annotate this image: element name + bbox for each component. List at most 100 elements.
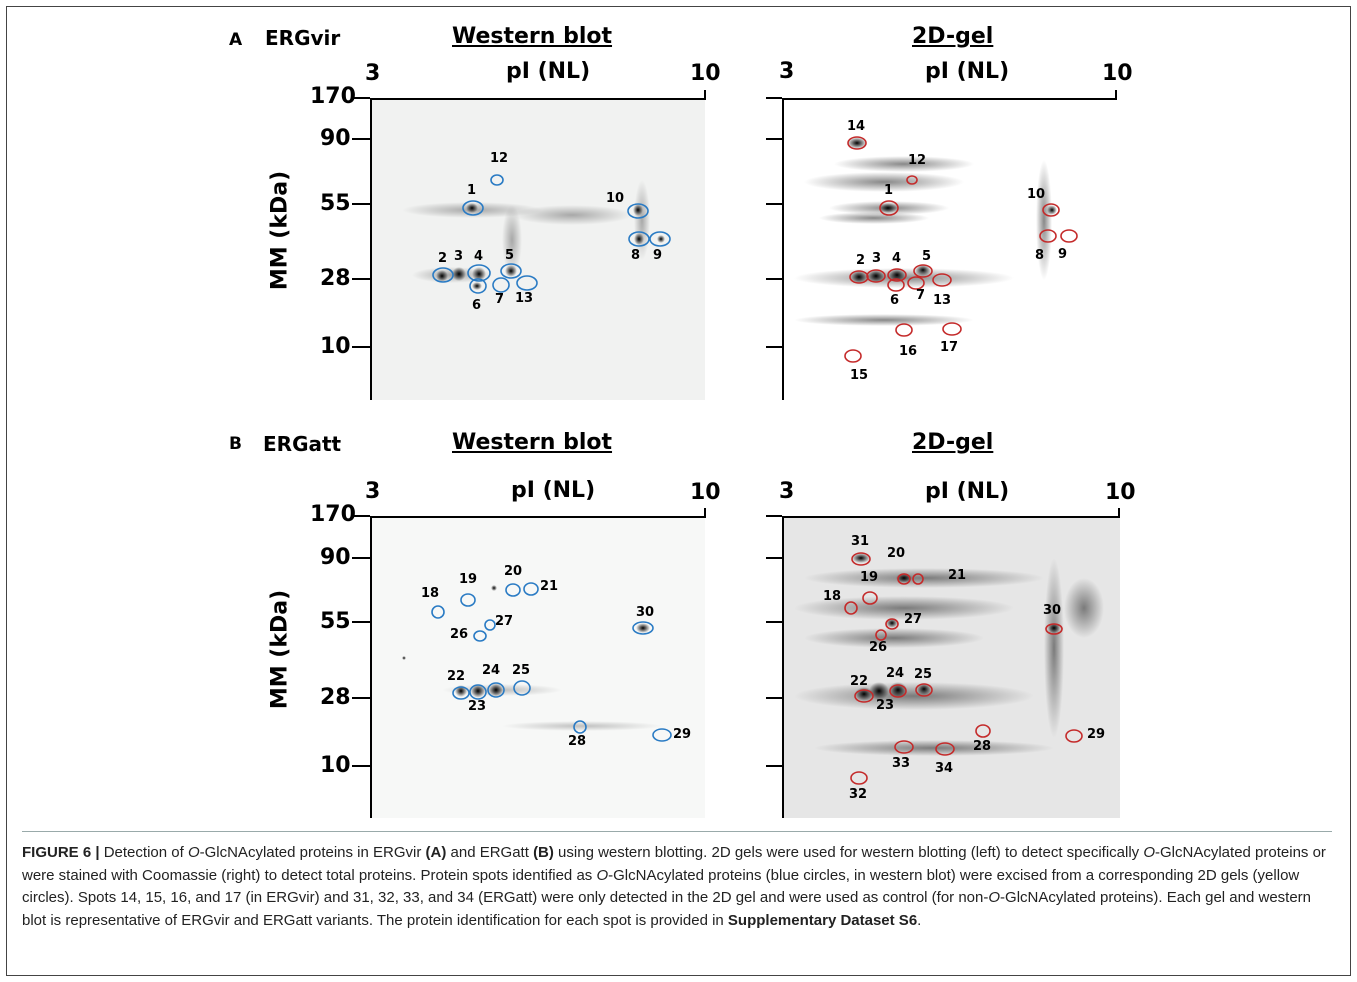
panel-a-gel-spot-13: 13 <box>933 293 952 308</box>
panel-b-gel-spot-20: 20 <box>887 546 906 561</box>
panel-b-letter: B <box>229 434 242 454</box>
panel-b-gel-ph-label: pI (NL) <box>925 479 1010 504</box>
panel-b-wb-ph-label: pI (NL) <box>511 478 596 503</box>
panel-b-wb-tick-28 <box>352 697 370 699</box>
panel-b-wb-spot-21: 21 <box>540 579 559 594</box>
panel-b-wb-spot-27: 27 <box>495 614 514 629</box>
panel-a-wb-tick-10 <box>352 346 370 348</box>
panel-a-gel-spot-10: 10 <box>1027 187 1046 202</box>
panel-a-wb-spot-9: 9 <box>653 248 663 263</box>
panel-b-gel-tick-90 <box>766 557 782 559</box>
panel-b-mm-170: 170 <box>310 502 356 527</box>
panel-a-western-blot <box>370 98 705 400</box>
figure-caption: FIGURE 6 | Detection of O-GlcNAcylated p… <box>22 831 1332 932</box>
panel-b-gel-spot-18: 18 <box>823 589 842 604</box>
caption-supplementary-link[interactable]: Supplementary Dataset S6 <box>727 911 918 929</box>
panel-a-wb-spot-4: 4 <box>474 249 484 264</box>
caption-italic-o: O <box>596 866 609 884</box>
panel-b-gel-spot-28: 28 <box>973 739 992 754</box>
panel-a-wb-ph-max: 10 <box>690 61 721 86</box>
panel-a-gel-ph-max: 10 <box>1102 61 1133 86</box>
panel-b-wb-ph-min: 3 <box>365 479 381 504</box>
panel-a-wb-image <box>402 174 671 294</box>
panel-a-wb-tick-28 <box>352 278 370 280</box>
panel-a-wb-tick-ph10 <box>704 90 706 100</box>
panel-b-gel-spot-30: 30 <box>1043 603 1062 618</box>
caption-text: . <box>917 911 922 929</box>
panel-b-mm-55: 55 <box>320 609 351 634</box>
panel-b-gel-spot-29: 29 <box>1087 727 1106 742</box>
panel-a-gel-ph-min: 3 <box>779 59 795 84</box>
caption-italic-o: O <box>1143 844 1156 861</box>
panel-b-wb-tick-ph10 <box>704 508 706 518</box>
panel-a-2d-gel <box>782 98 1117 400</box>
panel-b-gel-spot-21: 21 <box>948 568 967 583</box>
panel-b-wb-spot-28: 28 <box>568 734 587 749</box>
caption-text: Detection of <box>99 844 188 861</box>
panel-a-wb-spot-13: 13 <box>515 291 534 306</box>
panel-b-gel-spot-22: 22 <box>850 674 869 689</box>
panel-a-gel-spot-9: 9 <box>1058 247 1068 262</box>
panel-a-gel-spot-8: 8 <box>1035 248 1045 263</box>
panel-a-mm-55: 55 <box>320 191 351 216</box>
panel-a-gel-image <box>794 136 1078 363</box>
panel-b-gel-spot-27: 27 <box>904 612 923 627</box>
panel-a-gel-ph-label: pI (NL) <box>925 59 1010 84</box>
panel-b-mm-28: 28 <box>320 685 351 710</box>
panel-b-wb-spot-30: 30 <box>636 605 655 620</box>
panel-b-gel-spot-23: 23 <box>876 698 895 713</box>
panel-b-gel-spot-24: 24 <box>886 666 905 681</box>
panel-a-gel-spot-17: 17 <box>940 340 959 355</box>
panel-b-gel-spot-32: 32 <box>849 787 868 802</box>
panel-a-gel-spot-3: 3 <box>872 251 882 266</box>
panel-a-mm-90: 90 <box>320 126 351 151</box>
panel-b-wb-spot-29: 29 <box>673 727 692 742</box>
panel-b-wb-spot-18: 18 <box>421 586 440 601</box>
panel-a-gel-spot-2: 2 <box>856 253 866 268</box>
caption-ref-a: (A) <box>425 844 447 861</box>
panel-b-gel-spot-26: 26 <box>869 640 888 655</box>
panel-a-gel-spot-16: 16 <box>899 344 918 359</box>
panel-a-gel-spot-14: 14 <box>847 119 866 134</box>
panel-a-wb-spot-10: 10 <box>606 191 625 206</box>
panel-a-gel-spot-15: 15 <box>850 368 869 383</box>
panel-a-gel-spot-4: 4 <box>892 251 902 266</box>
panel-b-variant: ERGatt <box>263 432 342 456</box>
panel-a-gel-spot-1: 1 <box>884 183 894 198</box>
panel-b-gel-spot-31: 31 <box>851 534 870 549</box>
caption-text: -GlcNAcylated proteins). Each gel and we… <box>22 889 1312 929</box>
panel-b-wb-ph-max: 10 <box>690 480 721 505</box>
panel-b-gel-spot-25: 25 <box>914 667 933 682</box>
caption-italic-o: O <box>187 844 200 861</box>
panel-a-gel-spot-12: 12 <box>908 153 927 168</box>
panel-a-gel-tick-28 <box>766 278 782 280</box>
panel-b-wb-spot-22: 22 <box>447 669 466 684</box>
panel-a-gel-spot-5: 5 <box>922 249 932 264</box>
panel-b-gel-ph-max: 10 <box>1105 480 1136 505</box>
panel-b-wb-title: Western blot <box>452 430 613 455</box>
panel-b-wb-tick-55 <box>352 621 370 623</box>
panel-a-letter: A <box>229 30 243 50</box>
panel-a-wb-tick-55 <box>352 203 370 205</box>
caption-figure-number: FIGURE 6 | <box>22 844 100 861</box>
panel-b-wb-tick-170 <box>352 515 370 517</box>
panel-b-gel-spot-33: 33 <box>892 756 911 771</box>
caption-text: -GlcNAcylated proteins (blue circles, in… <box>22 866 1300 907</box>
panel-a-gel-tick-10 <box>766 346 782 348</box>
panel-a-wb-spot-8: 8 <box>631 248 641 263</box>
panel-b-gel-spot-19: 19 <box>860 570 879 585</box>
panel-b-wb-spot-25: 25 <box>512 663 531 678</box>
panel-b-wb-tick-10 <box>352 765 370 767</box>
panel-b-wb-spot-19: 19 <box>459 572 478 587</box>
panel-b-wb-spot-24: 24 <box>482 663 501 678</box>
panel-a-variant: ERGvir <box>265 26 341 50</box>
panel-b-mm-90: 90 <box>320 545 351 570</box>
panel-a-gel-title: 2D-gel <box>912 24 994 49</box>
panel-a-wb-tick-170 <box>352 97 370 99</box>
panel-b-wb-spot-20: 20 <box>504 564 523 579</box>
panel-a-mm-170: 170 <box>310 84 356 109</box>
figure-frame <box>6 6 1351 976</box>
panel-a-mm-10: 10 <box>320 334 351 359</box>
caption-text: using western blotting. 2D gels were use… <box>553 844 1144 861</box>
panel-a-mm-label: MM (kDa) <box>267 170 293 291</box>
